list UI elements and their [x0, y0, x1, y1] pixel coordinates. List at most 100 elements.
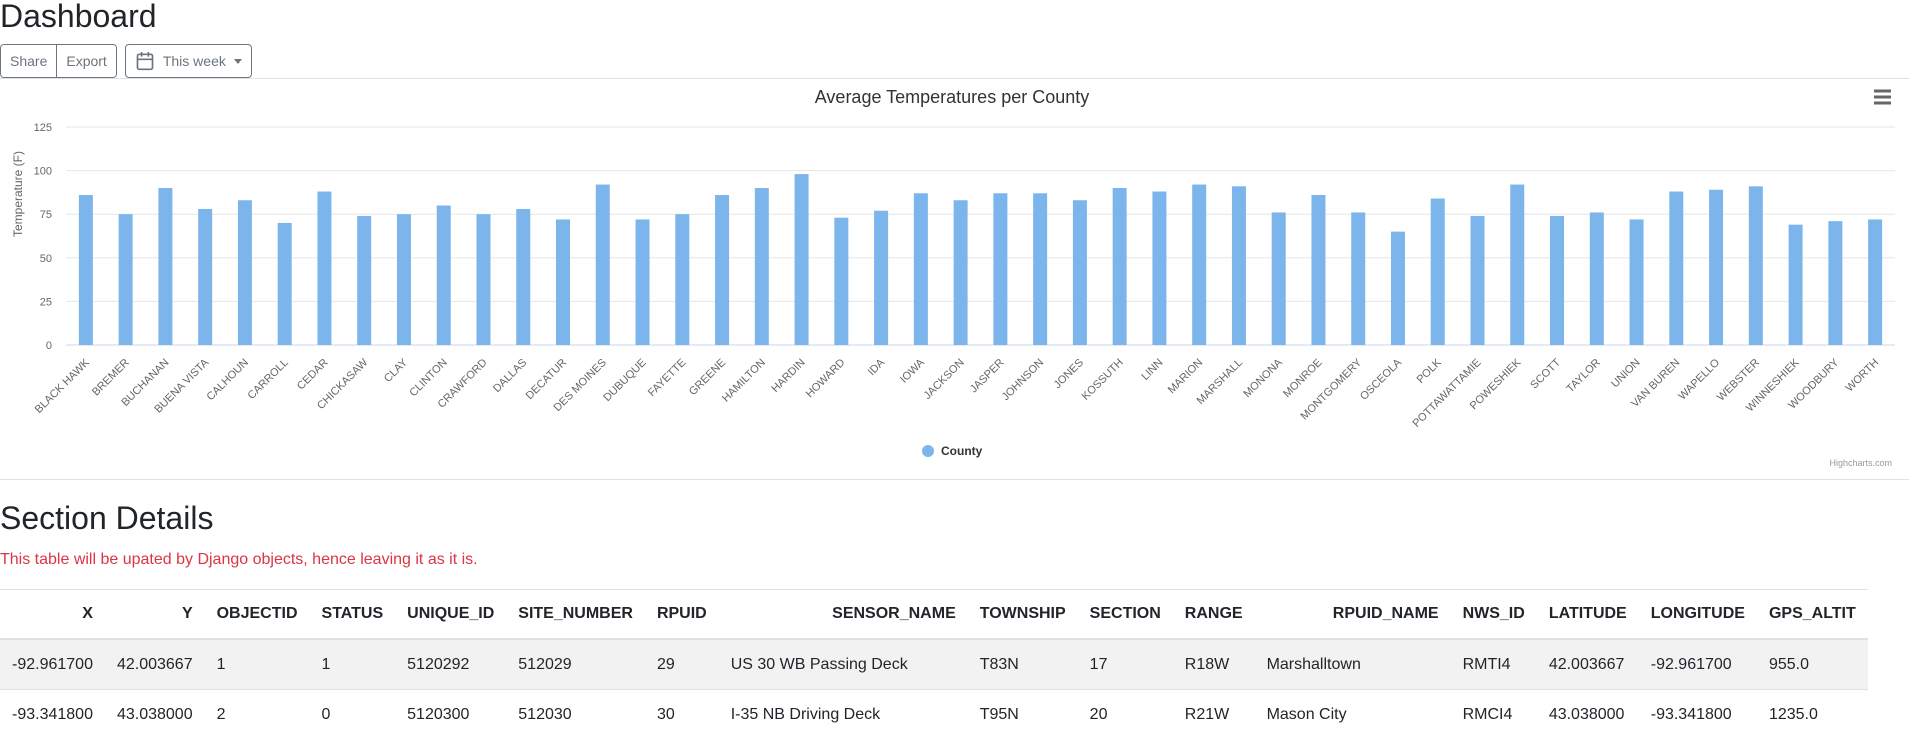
page-title: Dashboard	[0, 0, 157, 35]
cell-objectid: 1	[205, 639, 310, 690]
toolbar: Share Export This week	[0, 44, 252, 78]
bar	[1590, 212, 1604, 345]
bar	[516, 209, 530, 345]
bar	[1391, 232, 1405, 345]
chart-menu-icon[interactable]	[1872, 86, 1896, 108]
cell-x: -93.341800	[0, 690, 105, 739]
col-header-x: X	[0, 590, 105, 640]
bar	[1152, 192, 1166, 345]
cell-latitude: 42.003667	[1537, 639, 1639, 690]
bar	[556, 219, 570, 345]
bar	[1113, 188, 1127, 345]
x-tick-label: LINN	[1139, 357, 1165, 383]
x-tick-label: JASPER	[968, 357, 1007, 396]
bar	[874, 211, 888, 345]
col-header-nws-id: NWS_ID	[1451, 590, 1537, 640]
bar	[278, 223, 292, 345]
bar	[834, 218, 848, 345]
bar	[1471, 216, 1485, 345]
bar	[317, 192, 331, 345]
bar	[357, 216, 371, 345]
bar	[1709, 190, 1723, 345]
chart-svg: Average Temperatures per County 02550751…	[0, 79, 1909, 479]
x-tick-label: JONES	[1052, 357, 1086, 391]
bar	[954, 200, 968, 345]
share-button[interactable]: Share	[1, 45, 56, 77]
y-axis-title: Temperature (F)	[11, 151, 25, 237]
y-tick-label: 125	[34, 122, 52, 134]
x-tick-label: GREENE	[687, 357, 728, 398]
x-tick-label: BREMER	[90, 357, 132, 399]
bar	[119, 214, 133, 345]
col-header-objectid: OBJECTID	[205, 590, 310, 640]
date-range-dropdown[interactable]: This week	[125, 44, 252, 78]
cell-range: R18W	[1173, 639, 1255, 690]
bar	[158, 188, 172, 345]
table-header-row: X Y OBJECTID STATUS UNIQUE_ID SITE_NUMBE…	[0, 590, 1868, 640]
chart-credit[interactable]: Highcharts.com	[1829, 458, 1892, 468]
cell-objectid: 2	[205, 690, 310, 739]
col-header-site-number: SITE_NUMBER	[506, 590, 645, 640]
cell-section: 17	[1078, 639, 1173, 690]
x-tick-label: HOWARD	[804, 357, 848, 401]
x-tick-label: POTTAWATTAMIE	[1410, 357, 1483, 430]
legend-marker	[922, 445, 934, 457]
cell-unique-id: 5120292	[395, 639, 506, 690]
export-button[interactable]: Export	[56, 45, 115, 77]
bar	[198, 209, 212, 345]
cell-y: 43.038000	[105, 690, 205, 739]
bar	[437, 205, 451, 345]
bar	[1828, 221, 1842, 345]
x-tick-label: UNION	[1609, 357, 1643, 391]
bar	[795, 174, 809, 345]
bar	[79, 195, 93, 345]
table-row: -93.341800 43.038000 2 0 5120300 512030 …	[0, 690, 1868, 739]
bar	[1272, 212, 1286, 345]
col-header-township: TOWNSHIP	[968, 590, 1078, 640]
cell-unique-id: 5120300	[395, 690, 506, 739]
x-tick-label: JOHNSON	[1000, 357, 1047, 404]
cell-rpuid: 29	[645, 639, 719, 690]
x-tick-label: HAMILTON	[720, 357, 768, 405]
col-header-y: Y	[105, 590, 205, 640]
x-tick-label: CEDAR	[295, 357, 331, 393]
bar	[1033, 193, 1047, 345]
bar	[755, 188, 769, 345]
chart-title: Average Temperatures per County	[815, 87, 1090, 107]
x-tick-label: CALHOUN	[205, 357, 252, 404]
table-note: This table will be upated by Django obje…	[0, 551, 478, 569]
bar	[1868, 219, 1882, 345]
cell-rpuid-name: Marshalltown	[1255, 639, 1451, 690]
bar	[1510, 185, 1524, 345]
chart-bars	[79, 174, 1882, 345]
table-row: -92.961700 42.003667 1 1 5120292 512029 …	[0, 639, 1868, 690]
cell-longitude: -93.341800	[1639, 690, 1757, 739]
cell-status: 0	[310, 690, 396, 739]
x-tick-label: FAYETTE	[646, 357, 688, 399]
y-tick-label: 0	[46, 340, 52, 352]
x-tick-label: MONONA	[1241, 356, 1285, 400]
col-header-range: RANGE	[1173, 590, 1255, 640]
cell-township: T95N	[968, 690, 1078, 739]
x-tick-label: CLAY	[382, 356, 411, 385]
col-header-latitude: LATITUDE	[1537, 590, 1639, 640]
cell-longitude: -92.961700	[1639, 639, 1757, 690]
x-tick-label: WORTH	[1844, 357, 1882, 395]
bar	[476, 214, 490, 345]
bar	[397, 214, 411, 345]
bar	[993, 193, 1007, 345]
bar	[596, 185, 610, 345]
bar	[1232, 186, 1246, 345]
cell-nws-id: RMCI4	[1451, 690, 1537, 739]
bar	[636, 219, 650, 345]
bar	[1550, 216, 1564, 345]
bar	[1073, 200, 1087, 345]
chart-legend[interactable]: County	[922, 444, 983, 458]
cell-township: T83N	[968, 639, 1078, 690]
bar	[238, 200, 252, 345]
col-header-sensor-name: SENSOR_NAME	[719, 590, 968, 640]
y-tick-label: 25	[40, 296, 52, 308]
section-details-table: X Y OBJECTID STATUS UNIQUE_ID SITE_NUMBE…	[0, 589, 1868, 739]
col-header-gps-altitude: GPS_ALTIT	[1757, 590, 1868, 640]
